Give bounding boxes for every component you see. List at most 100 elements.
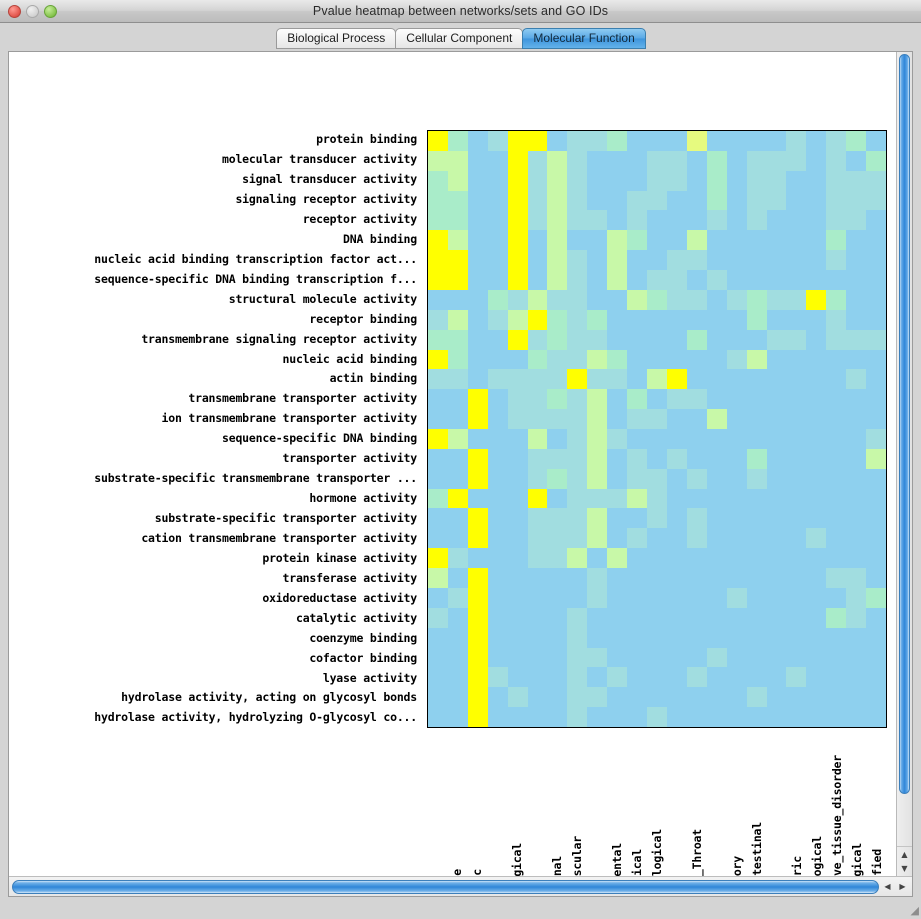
heatmap-cell[interactable] bbox=[527, 528, 548, 549]
heatmap-cell[interactable] bbox=[507, 190, 528, 211]
heatmap-cell[interactable] bbox=[686, 210, 707, 231]
heatmap-cell[interactable] bbox=[666, 468, 687, 489]
heatmap-cell[interactable] bbox=[766, 429, 787, 449]
heatmap-cell[interactable] bbox=[467, 627, 488, 648]
heatmap-cell[interactable] bbox=[487, 429, 508, 449]
heatmap-cell[interactable] bbox=[467, 170, 488, 191]
heatmap-cell[interactable] bbox=[447, 468, 468, 489]
heatmap-cell[interactable] bbox=[706, 508, 727, 529]
heatmap-cell[interactable] bbox=[866, 369, 886, 390]
heatmap-cell[interactable] bbox=[428, 548, 448, 569]
heatmap-cell[interactable] bbox=[487, 369, 508, 390]
heatmap-cell[interactable] bbox=[627, 687, 648, 708]
heatmap-cell[interactable] bbox=[647, 667, 667, 688]
heatmap-cell[interactable] bbox=[467, 409, 488, 429]
heatmap-cell[interactable] bbox=[846, 627, 867, 648]
heatmap-cell[interactable] bbox=[726, 131, 747, 151]
heatmap-cell[interactable] bbox=[487, 548, 508, 569]
heatmap-cell[interactable] bbox=[826, 389, 847, 410]
heatmap-cell[interactable] bbox=[507, 329, 528, 350]
heatmap-cell[interactable] bbox=[806, 667, 827, 688]
heatmap-cell[interactable] bbox=[846, 329, 867, 350]
heatmap-cell[interactable] bbox=[587, 210, 608, 231]
heatmap-cell[interactable] bbox=[447, 270, 468, 290]
heatmap-cell[interactable] bbox=[647, 508, 667, 529]
heatmap-cell[interactable] bbox=[507, 607, 528, 628]
heatmap-cell[interactable] bbox=[826, 369, 847, 390]
heatmap-cell[interactable] bbox=[647, 170, 667, 191]
heatmap-cell[interactable] bbox=[746, 210, 767, 231]
heatmap-cell[interactable] bbox=[866, 230, 886, 251]
heatmap-cell[interactable] bbox=[786, 270, 807, 290]
heatmap-cell[interactable] bbox=[806, 448, 827, 469]
heatmap-cell[interactable] bbox=[428, 329, 448, 350]
heatmap-cell[interactable] bbox=[627, 468, 648, 489]
heatmap-cell[interactable] bbox=[487, 568, 508, 588]
heatmap-cell[interactable] bbox=[726, 488, 747, 509]
heatmap-cell[interactable] bbox=[467, 687, 488, 708]
heatmap-cell[interactable] bbox=[467, 429, 488, 449]
heatmap-cell[interactable] bbox=[547, 528, 568, 549]
heatmap-cell[interactable] bbox=[467, 667, 488, 688]
heatmap-cell[interactable] bbox=[527, 131, 548, 151]
heatmap-cell[interactable] bbox=[846, 389, 867, 410]
heatmap-cell[interactable] bbox=[726, 289, 747, 310]
heatmap-cell[interactable] bbox=[567, 349, 588, 370]
heatmap-cell[interactable] bbox=[607, 707, 628, 727]
heatmap-cell[interactable] bbox=[627, 448, 648, 469]
heatmap-cell[interactable] bbox=[527, 468, 548, 489]
heatmap-cell[interactable] bbox=[587, 369, 608, 390]
heatmap-cell[interactable] bbox=[487, 190, 508, 211]
heatmap-cell[interactable] bbox=[686, 230, 707, 251]
heatmap-cell[interactable] bbox=[567, 250, 588, 271]
heatmap-cell[interactable] bbox=[866, 488, 886, 509]
heatmap-cell[interactable] bbox=[647, 190, 667, 211]
heatmap-cell[interactable] bbox=[547, 309, 568, 330]
heatmap-cell[interactable] bbox=[567, 170, 588, 191]
heatmap-cell[interactable] bbox=[746, 707, 767, 727]
heatmap-cell[interactable] bbox=[806, 429, 827, 449]
heatmap-cell[interactable] bbox=[467, 369, 488, 390]
heatmap-cell[interactable] bbox=[826, 409, 847, 429]
heatmap-cell[interactable] bbox=[547, 289, 568, 310]
heatmap-cell[interactable] bbox=[846, 587, 867, 608]
heatmap-cell[interactable] bbox=[826, 230, 847, 251]
heatmap-cell[interactable] bbox=[627, 488, 648, 509]
heatmap-cell[interactable] bbox=[706, 349, 727, 370]
horizontal-scrollbar[interactable]: ◀ ▶ bbox=[9, 876, 912, 896]
heatmap-cell[interactable] bbox=[666, 150, 687, 171]
heatmap-cell[interactable] bbox=[846, 170, 867, 191]
heatmap-cell[interactable] bbox=[866, 210, 886, 231]
heatmap-cell[interactable] bbox=[567, 488, 588, 509]
heatmap-cell[interactable] bbox=[826, 210, 847, 231]
heatmap-cell[interactable] bbox=[666, 587, 687, 608]
heatmap-cell[interactable] bbox=[487, 587, 508, 608]
heatmap-cell[interactable] bbox=[487, 707, 508, 727]
heatmap-cell[interactable] bbox=[846, 508, 867, 529]
heatmap-cell[interactable] bbox=[666, 131, 687, 151]
heatmap-cell[interactable] bbox=[766, 707, 787, 727]
heatmap-cell[interactable] bbox=[567, 468, 588, 489]
heatmap-cell[interactable] bbox=[786, 389, 807, 410]
heatmap-cell[interactable] bbox=[826, 508, 847, 529]
heatmap-cell[interactable] bbox=[786, 210, 807, 231]
heatmap-cell[interactable] bbox=[527, 687, 548, 708]
heatmap-cell[interactable] bbox=[428, 150, 448, 171]
heatmap-cell[interactable] bbox=[447, 131, 468, 151]
heatmap-cell[interactable] bbox=[686, 587, 707, 608]
heatmap-cell[interactable] bbox=[567, 448, 588, 469]
heatmap-cell[interactable] bbox=[447, 409, 468, 429]
heatmap-cell[interactable] bbox=[786, 687, 807, 708]
heatmap-cell[interactable] bbox=[547, 667, 568, 688]
heatmap-cell[interactable] bbox=[766, 409, 787, 429]
heatmap-cell[interactable] bbox=[786, 309, 807, 330]
heatmap-cell[interactable] bbox=[706, 150, 727, 171]
heatmap-cell[interactable] bbox=[786, 369, 807, 390]
heatmap-cell[interactable] bbox=[826, 687, 847, 708]
heatmap-cell[interactable] bbox=[567, 587, 588, 608]
heatmap-cell[interactable] bbox=[487, 131, 508, 151]
heatmap-cell[interactable] bbox=[806, 389, 827, 410]
heatmap-cell[interactable] bbox=[447, 548, 468, 569]
heatmap-cell[interactable] bbox=[587, 647, 608, 668]
heatmap-cell[interactable] bbox=[746, 369, 767, 390]
